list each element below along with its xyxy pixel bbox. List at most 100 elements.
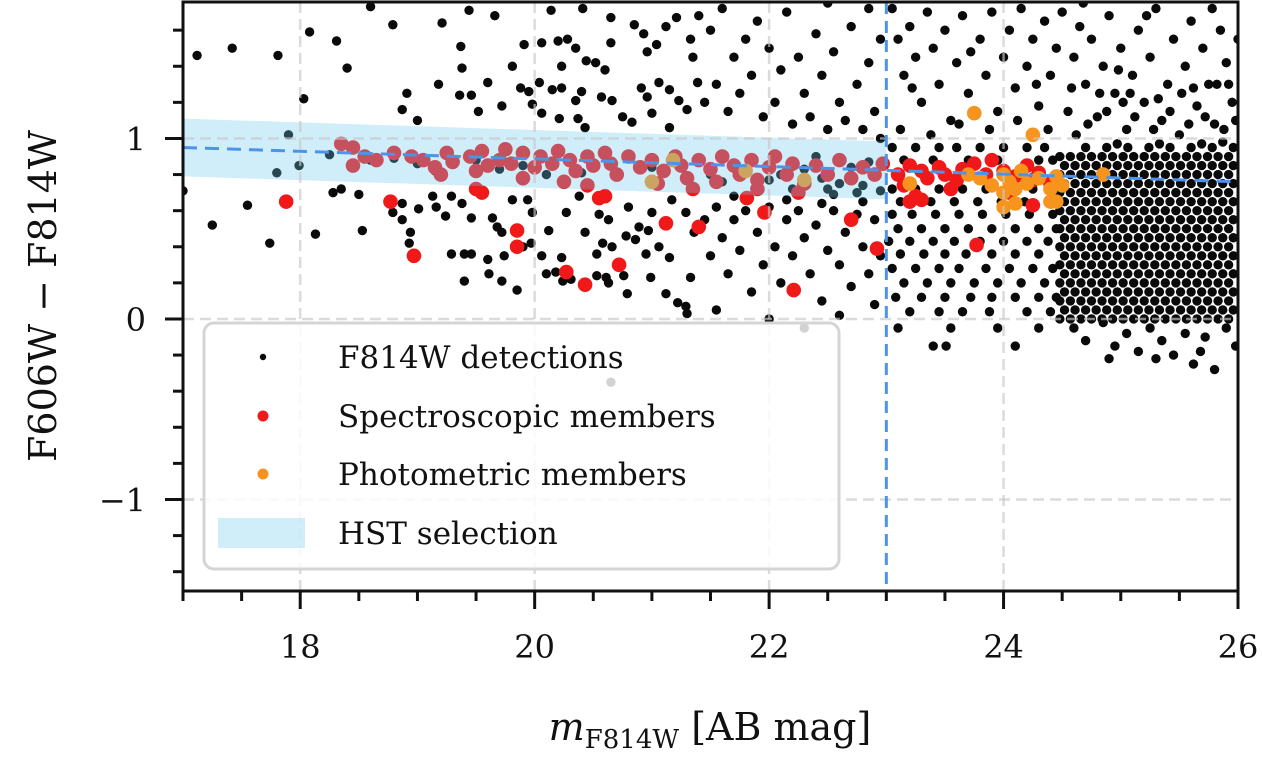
detection-point bbox=[1151, 353, 1161, 364]
detection-point bbox=[1144, 287, 1154, 297]
detection-point bbox=[606, 38, 616, 48]
spectroscopic-member-point bbox=[468, 163, 484, 179]
reference-lines bbox=[183, 2, 1238, 591]
spectroscopic-member-point bbox=[433, 167, 449, 182]
detection-point bbox=[1181, 169, 1192, 180]
detection-point bbox=[1010, 292, 1020, 303]
detection-point bbox=[283, 130, 294, 140]
detection-point bbox=[1207, 142, 1217, 153]
detection-point bbox=[711, 202, 722, 212]
detection-point bbox=[729, 191, 739, 201]
spectroscopic-member-point bbox=[345, 140, 361, 155]
detection-point bbox=[365, 2, 376, 12]
detection-point bbox=[1186, 160, 1196, 171]
detection-point bbox=[1022, 236, 1032, 247]
detection-point bbox=[1186, 269, 1196, 279]
detection-point bbox=[984, 307, 995, 317]
detection-point bbox=[1080, 142, 1091, 153]
detection-point bbox=[685, 272, 696, 283]
detection-point bbox=[1065, 278, 1076, 288]
detection-point bbox=[793, 205, 804, 216]
legend-marker-photometric bbox=[257, 468, 269, 480]
detection-point bbox=[1123, 269, 1133, 279]
detection-point bbox=[1200, 332, 1210, 342]
detection-point bbox=[1154, 287, 1165, 297]
detection-point bbox=[1202, 187, 1213, 198]
detection-point bbox=[895, 124, 906, 135]
detection-point bbox=[1059, 287, 1070, 297]
detection-point bbox=[699, 97, 710, 108]
spectroscopic-member-point bbox=[568, 163, 583, 179]
x-axis-label-unit: [AB mag] bbox=[679, 705, 871, 749]
detection-point bbox=[541, 169, 552, 180]
detection-point bbox=[1165, 160, 1175, 171]
detection-point bbox=[987, 249, 997, 259]
detection-point bbox=[1121, 124, 1132, 135]
detection-point bbox=[1150, 187, 1160, 198]
detection-point bbox=[1055, 296, 1065, 306]
detection-point bbox=[388, 20, 398, 30]
detection-point bbox=[606, 12, 616, 23]
photometric-member-point bbox=[1025, 127, 1041, 143]
detection-point bbox=[1165, 305, 1175, 315]
detection-point bbox=[1059, 214, 1070, 225]
spectroscopic-member-point bbox=[383, 194, 398, 209]
detection-point bbox=[1160, 314, 1171, 324]
detection-point bbox=[1223, 205, 1234, 216]
detection-point bbox=[1160, 187, 1171, 198]
detection-point bbox=[1186, 251, 1196, 261]
x-tick-label: 18 bbox=[280, 628, 321, 666]
detection-point bbox=[1171, 296, 1181, 306]
spectroscopic-member-point bbox=[658, 216, 674, 231]
detection-point bbox=[537, 108, 547, 118]
detection-point bbox=[916, 97, 927, 108]
detection-point bbox=[1076, 169, 1086, 180]
detection-point bbox=[1139, 151, 1149, 162]
spectroscopic-member-point bbox=[779, 167, 794, 182]
detection-point bbox=[875, 186, 886, 196]
detection-point bbox=[1160, 260, 1171, 270]
detection-point bbox=[1055, 242, 1065, 252]
detection-point bbox=[1112, 251, 1122, 261]
detection-point bbox=[619, 270, 629, 281]
detection-point bbox=[1192, 296, 1202, 306]
detection-point bbox=[1071, 130, 1081, 140]
detection-point bbox=[1022, 307, 1032, 317]
detection-point bbox=[1057, 7, 1067, 17]
spectroscopic-member-point bbox=[750, 181, 765, 197]
detection-point bbox=[1150, 260, 1160, 270]
detection-point bbox=[1098, 61, 1108, 71]
detection-point bbox=[1228, 251, 1238, 261]
detection-point bbox=[427, 191, 438, 201]
detection-point bbox=[1107, 278, 1118, 288]
spectroscopic-member-point bbox=[1025, 197, 1041, 213]
detection-point bbox=[1091, 251, 1101, 261]
detection-point bbox=[1121, 328, 1132, 339]
detection-point bbox=[641, 249, 651, 259]
detection-point bbox=[1086, 242, 1097, 252]
x-tick-labels: 18 20 22 24 26 bbox=[280, 628, 1258, 666]
detection-point bbox=[1080, 160, 1091, 171]
detection-point bbox=[1223, 278, 1234, 288]
detection-point bbox=[1128, 296, 1139, 306]
detection-point bbox=[1154, 251, 1165, 261]
detection-point bbox=[1144, 251, 1154, 261]
detection-point bbox=[1218, 137, 1228, 147]
detection-point bbox=[1139, 278, 1149, 288]
detection-point bbox=[594, 209, 604, 219]
detection-point bbox=[1165, 233, 1175, 243]
photometric-member-point bbox=[1031, 170, 1047, 186]
detection-point bbox=[681, 207, 691, 218]
detection-point bbox=[273, 50, 283, 61]
detection-point bbox=[553, 36, 563, 46]
detection-point bbox=[887, 263, 897, 274]
detection-point bbox=[1048, 209, 1058, 219]
detection-point bbox=[1086, 224, 1097, 234]
detection-point bbox=[1141, 11, 1152, 21]
detection-point bbox=[1043, 236, 1053, 247]
detection-point bbox=[893, 323, 903, 333]
detection-point bbox=[840, 227, 851, 238]
detection-point bbox=[907, 209, 917, 219]
detection-point bbox=[1175, 287, 1186, 297]
